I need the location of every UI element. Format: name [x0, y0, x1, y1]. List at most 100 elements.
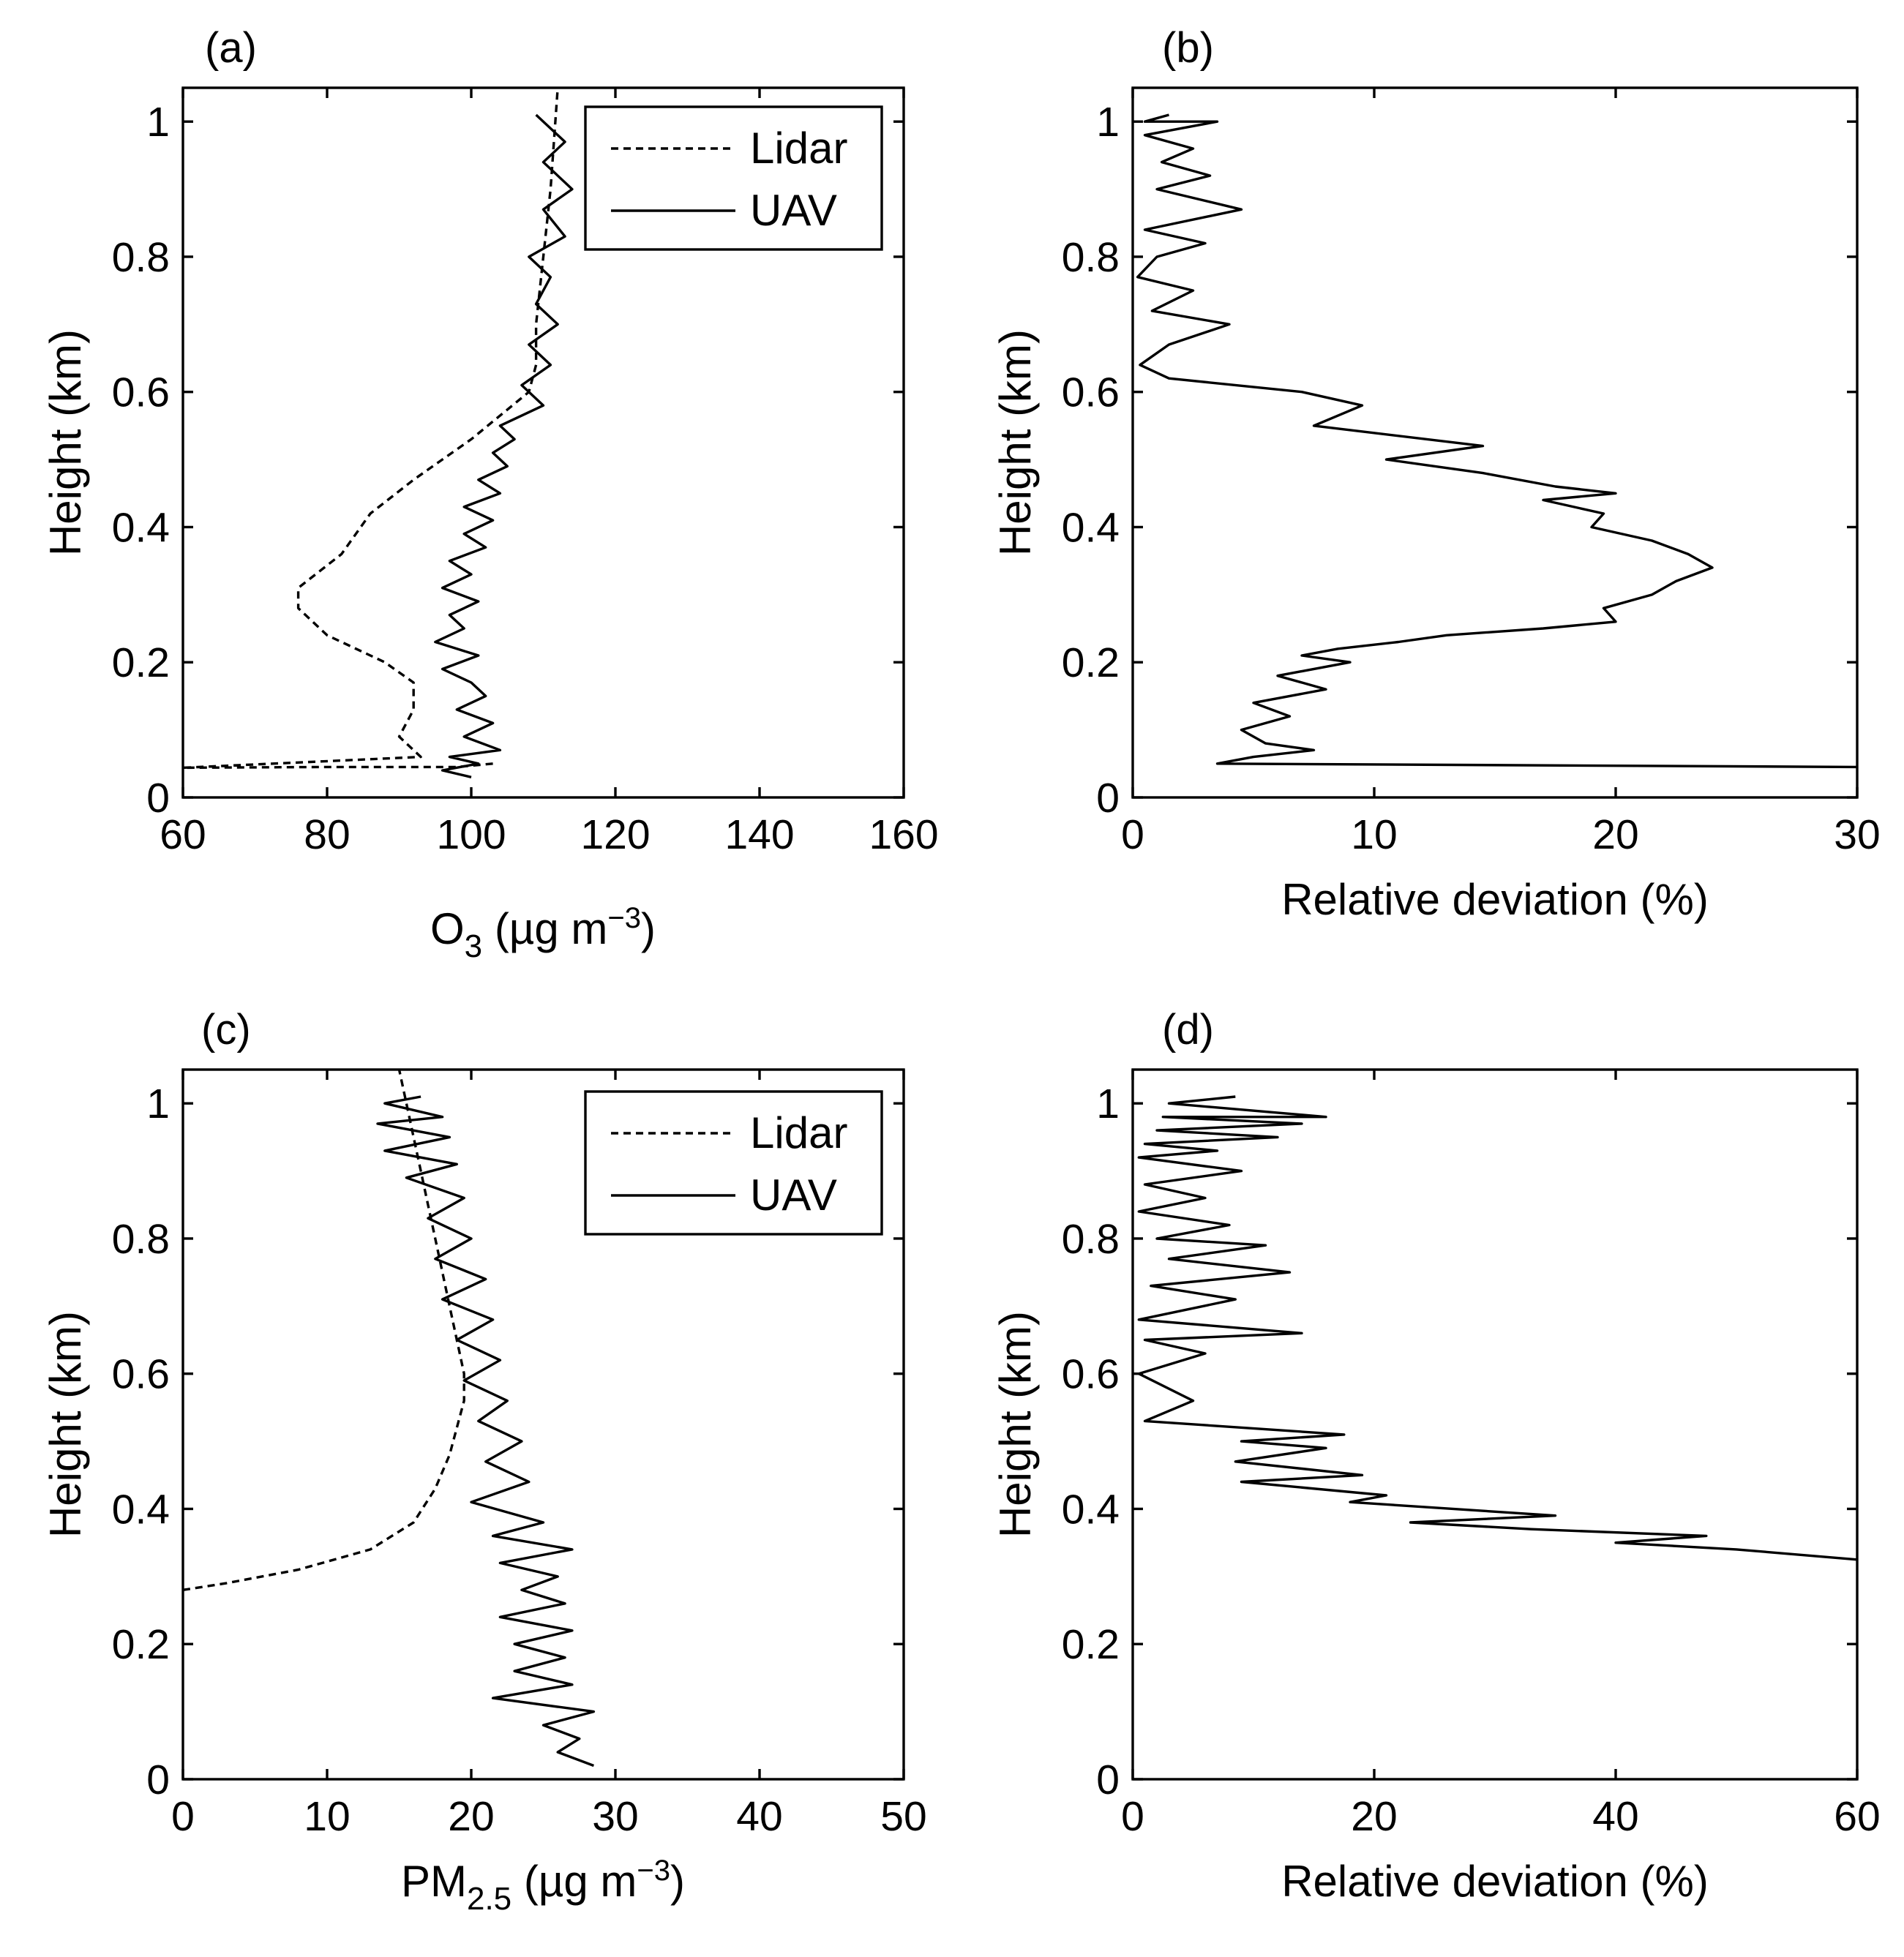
x-tick-label: 120	[580, 811, 650, 858]
series-line-uav	[434, 113, 574, 778]
y-axis-label: Height (km)	[41, 1311, 90, 1538]
y-axis-label: Height (km)	[41, 329, 90, 556]
x-tick-label: 60	[160, 811, 206, 858]
x-axis-label: O3 (µg m−3)	[430, 902, 656, 964]
x-tick-label: 20	[448, 1793, 494, 1840]
x-axis-label: Relative deviation (%)	[1281, 1857, 1709, 1906]
legend-box	[584, 1090, 883, 1236]
plot-frame	[1131, 1068, 1859, 1781]
x-label-sup: −3	[607, 902, 641, 934]
y-tick-label: 0.8	[1062, 234, 1120, 281]
legend-uav-label: UAV	[750, 186, 837, 235]
series-line-relative-deviation	[1136, 113, 1858, 769]
y-axis: 0 0.2 0.4 0.6 0.8 1	[1062, 1081, 1857, 1803]
x-label-close: )	[670, 1857, 685, 1906]
plot-frame	[181, 86, 905, 799]
x-label-close: )	[641, 904, 656, 953]
y-axis: 0 0.2 0.4 0.6 0.8 1	[1062, 99, 1857, 822]
plot-frame	[1131, 86, 1859, 799]
panel-c: (c) 0 10 20 30 40 50 0 0.2 0.4 0.6 0.8 1 Height (k…	[41, 1006, 927, 1917]
series-group	[181, 87, 574, 778]
x-tick-label: 160	[869, 811, 938, 858]
plot-frame	[181, 1068, 905, 1781]
x-label-main: PM	[401, 1857, 467, 1906]
series-group	[1136, 113, 1858, 769]
y-tick-label: 0	[1096, 1757, 1120, 1803]
y-axis: 0 0.2 0.4 0.6 0.8 1	[112, 1081, 904, 1803]
y-tick-label: 1	[146, 1081, 170, 1127]
x-tick-label: 0	[1121, 811, 1144, 858]
y-tick-label: 1	[1096, 99, 1120, 146]
x-tick-label: 80	[304, 811, 350, 858]
panel-label: (b)	[1162, 24, 1214, 72]
y-tick-label: 0.4	[1062, 504, 1120, 551]
y-tick-label: 0.8	[112, 234, 170, 281]
x-label-rest: (µg m	[511, 1857, 637, 1906]
series-group	[182, 1069, 596, 1768]
series-line-lidar	[181, 87, 559, 770]
x-label-sub: 3	[465, 928, 482, 964]
x-tick-label: 30	[592, 1793, 638, 1840]
x-tick-label: 40	[736, 1793, 782, 1840]
series-line-uav	[376, 1095, 596, 1768]
x-tick-label: 10	[1351, 811, 1397, 858]
y-axis-label: Height (km)	[991, 329, 1040, 556]
legend-uav-label: UAV	[750, 1171, 837, 1220]
y-tick-label: 0.8	[1062, 1216, 1120, 1263]
y-tick-label: 0.2	[1062, 639, 1120, 686]
y-tick-label: 0.4	[1062, 1486, 1120, 1533]
panel-d: (d) 0 20 40 60 0 0.2 0.4 0.6 0.8 1 Height (km) R…	[991, 1006, 1881, 1906]
x-tick-label: 50	[880, 1793, 926, 1840]
x-tick-label: 20	[1351, 1793, 1397, 1840]
x-tick-label: 20	[1592, 811, 1638, 858]
x-tick-label: 60	[1834, 1793, 1880, 1840]
x-label-main: O	[430, 904, 465, 953]
y-tick-label: 0	[146, 1757, 170, 1803]
panel-label: (a)	[205, 24, 257, 72]
y-tick-label: 0.2	[1062, 1621, 1120, 1668]
x-axis: 60 80 100 120 140 160	[160, 88, 939, 858]
panel-b: (b) 0 10 20 30 0 0.2 0.4 0.6 0.8 1 Height (km) R…	[991, 24, 1881, 924]
y-tick-label: 0.4	[112, 1486, 170, 1533]
x-axis-label: Relative deviation (%)	[1281, 875, 1709, 924]
y-axis-label: Height (km)	[991, 1311, 1040, 1538]
x-label-rest: (µg m	[482, 904, 607, 953]
panel-label: (c)	[201, 1006, 251, 1053]
series-line-lidar	[182, 1069, 465, 1591]
series-group	[1137, 1095, 1858, 1561]
y-tick-label: 0.2	[112, 1621, 170, 1668]
x-tick-label: 30	[1834, 811, 1880, 858]
y-tick-label: 0.2	[112, 639, 170, 686]
x-axis: 0 10 20 30 40 50	[171, 1070, 927, 1840]
y-tick-label: 0.6	[112, 1351, 170, 1398]
y-axis: 0 0.2 0.4 0.6 0.8 1	[112, 99, 904, 822]
x-tick-label: 40	[1592, 1793, 1638, 1840]
y-tick-label: 1	[146, 99, 170, 146]
x-tick-label: 10	[304, 1793, 350, 1840]
y-tick-label: 0.8	[112, 1216, 170, 1263]
legend: Lidar UAV	[584, 105, 883, 251]
y-tick-label: 0	[1096, 775, 1120, 822]
x-axis-label: PM2.5 (µg m−3)	[401, 1855, 685, 1917]
x-tick-label: 140	[724, 811, 794, 858]
legend-lidar-label: Lidar	[750, 1108, 847, 1157]
x-tick-label: 0	[171, 1793, 195, 1840]
y-tick-label: 0.6	[112, 369, 170, 416]
legend: Lidar UAV	[584, 1090, 883, 1236]
panel-a: (a) 60 80 100 120 140 160 0 0.2 0.4 0.6 0.8 1 Heig…	[41, 24, 939, 964]
y-tick-label: 0.6	[1062, 369, 1120, 416]
x-label-sub: 2.5	[467, 1881, 511, 1917]
legend-box	[584, 105, 883, 251]
series-line-relative-deviation	[1137, 1095, 1858, 1561]
y-tick-label: 0	[146, 775, 170, 822]
y-tick-label: 0.6	[1062, 1351, 1120, 1398]
x-label-sup: −3	[637, 1855, 670, 1887]
x-axis: 0 20 40 60	[1121, 1070, 1881, 1840]
x-tick-label: 100	[436, 811, 506, 858]
y-tick-label: 1	[1096, 1081, 1120, 1127]
panel-label: (d)	[1162, 1006, 1214, 1053]
x-tick-label: 0	[1121, 1793, 1144, 1840]
legend-lidar-label: Lidar	[750, 124, 847, 173]
